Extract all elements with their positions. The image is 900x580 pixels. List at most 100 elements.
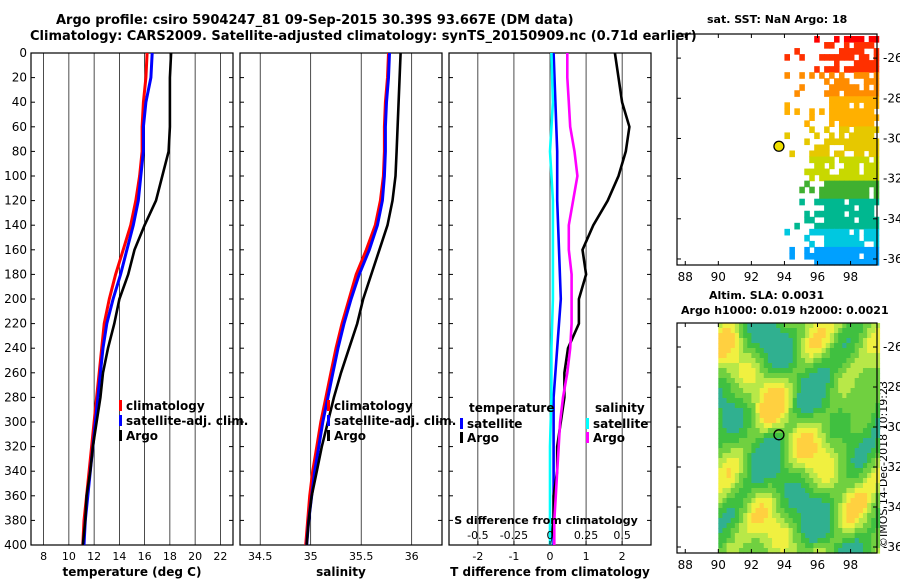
sla-cell (862, 538, 868, 544)
sst-cell (848, 258, 855, 266)
sst-cell (824, 210, 830, 218)
sla-cell (817, 423, 823, 429)
sla-cell (763, 498, 769, 504)
sla-cell (722, 473, 728, 479)
sla-cell (726, 348, 732, 354)
sla-cell (862, 363, 868, 369)
sla-cell (867, 353, 872, 359)
sla-cell (813, 428, 819, 434)
depth-tick-label: 240 (4, 341, 27, 355)
sla-cell (722, 328, 728, 334)
sla-cell (730, 463, 736, 469)
sla-cell (718, 468, 724, 474)
sla-cell (834, 458, 839, 464)
sst-cell (838, 198, 845, 206)
sla-cell (763, 373, 769, 379)
sla-cell (784, 338, 790, 344)
sla-cell (809, 523, 814, 529)
sla-cell (867, 453, 872, 459)
sla-cell (763, 403, 769, 409)
map-xtick-label: 94 (777, 270, 792, 284)
sla-cell (875, 323, 881, 329)
sla-cell (817, 503, 823, 509)
sla-cell (809, 353, 814, 359)
sst-cell (853, 186, 860, 194)
sla-cell (776, 508, 781, 514)
sla-cell (867, 358, 872, 364)
legend-diff-sal-1-swatch (586, 432, 589, 443)
sla-cell (796, 438, 802, 444)
sla-cell (743, 413, 748, 419)
sla-cell (846, 508, 852, 514)
sla-cell (780, 323, 786, 329)
sla-cell (755, 458, 761, 464)
sla-cell (734, 408, 740, 414)
sla-cell (846, 468, 852, 474)
sst-cell (809, 168, 815, 176)
sla-cell (850, 493, 856, 499)
sla-cell (788, 488, 794, 494)
sla-cell (747, 323, 752, 329)
sst-cell (834, 180, 840, 188)
sla-cell (772, 488, 777, 494)
sst-cell (863, 60, 870, 67)
sla-cell (751, 448, 757, 454)
sst-cell (838, 114, 845, 121)
sst-cell (853, 174, 860, 182)
sla-cell (747, 483, 752, 489)
sst-cell (838, 132, 845, 140)
sla-cell (726, 508, 732, 514)
sla-cell (792, 543, 798, 549)
sla-cell (784, 423, 790, 429)
sla-cell (755, 473, 761, 479)
sla-cell (838, 548, 843, 554)
sst-cell (853, 36, 860, 43)
sla-cell (862, 383, 868, 389)
sla-cell (767, 483, 773, 489)
sla-cell (743, 528, 748, 534)
sst-cell (834, 60, 840, 67)
sla-cell (850, 523, 856, 529)
sla-cell (759, 323, 765, 329)
sla-cell (784, 433, 790, 439)
sla-cell (829, 463, 835, 469)
sla-cell (846, 428, 852, 434)
title-line-2: Climatology: CARS2009. Satellite-adjuste… (30, 29, 697, 44)
sla-cell (767, 538, 773, 544)
sla-cell (867, 488, 872, 494)
sla-cell (846, 348, 852, 354)
sla-cell (726, 328, 732, 334)
sla-cell (784, 523, 790, 529)
sla-cell (734, 418, 740, 424)
sla-cell (772, 368, 777, 374)
sla-cell (809, 413, 814, 419)
xtick-label: 1 (583, 550, 590, 563)
sla-cell (829, 353, 835, 359)
sst-cell (784, 54, 790, 61)
sla-cell (776, 323, 781, 329)
sst-cell (809, 252, 815, 260)
sst-cell (838, 210, 845, 218)
sla-cell (834, 328, 839, 334)
sst-cell (868, 78, 875, 85)
sla-cell (858, 323, 864, 329)
sla-cell (792, 363, 798, 369)
sla-cell (755, 353, 761, 359)
sst-cell (848, 246, 855, 254)
sla-cell (726, 433, 732, 439)
sla-cell (858, 353, 864, 359)
sla-cell (821, 498, 827, 504)
sla-cell (862, 498, 868, 504)
sla-cell (834, 323, 839, 329)
sst-cell (848, 84, 855, 91)
sla-cell (838, 498, 843, 504)
sla-cell (718, 523, 724, 529)
sst-cell (858, 192, 865, 200)
sla-cell (829, 373, 835, 379)
sla-cell (829, 488, 835, 494)
sla-cell (817, 513, 823, 519)
sla-cell (805, 493, 810, 499)
sla-cell (718, 433, 724, 439)
sla-cell (751, 538, 757, 544)
sla-cell (813, 418, 819, 424)
